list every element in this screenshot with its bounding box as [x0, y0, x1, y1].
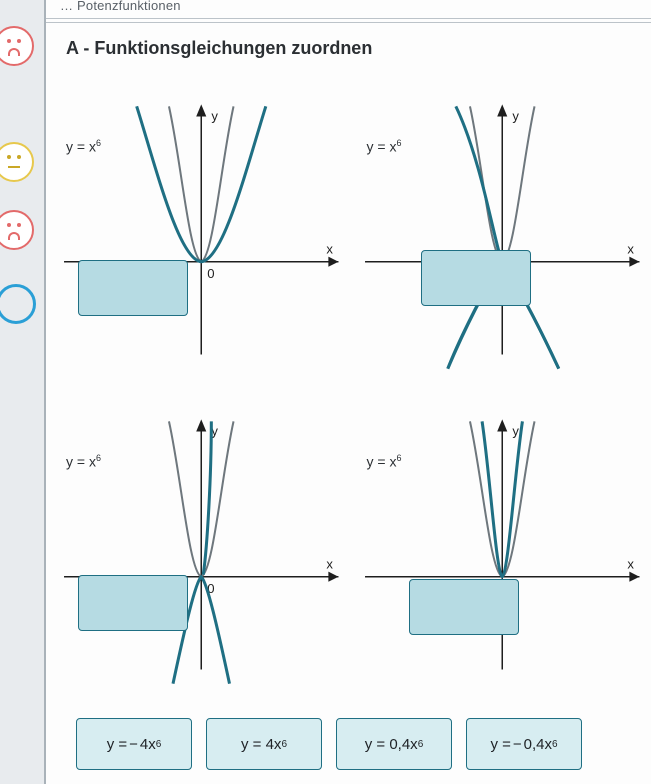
svg-text:x: x [627, 557, 634, 572]
chart-cell: y x 0 y = x6 [60, 90, 343, 383]
reference-equation-label: y = x6 [367, 138, 402, 155]
exercise-panel: … Potenzfunktionen A - Funktionsgleichun… [44, 0, 651, 784]
chart-cell: y x 0 y = x6 [361, 405, 644, 698]
equation-drop-slot[interactable] [78, 260, 188, 316]
progress-ring-icon[interactable] [0, 284, 36, 324]
divider [46, 22, 651, 23]
answer-chip[interactable]: y = −4x6 [76, 718, 192, 770]
svg-text:x: x [627, 242, 634, 257]
chart-plot: y x 0 [361, 90, 644, 383]
answer-chip[interactable]: y = −0,4x6 [466, 718, 582, 770]
reference-equation-label: y = x6 [367, 453, 402, 470]
svg-text:x: x [326, 557, 333, 572]
breadcrumb: … Potenzfunktionen [60, 0, 643, 13]
emoji-rail [0, 0, 44, 784]
exercise-title: A - Funktionsgleichungen zuordnen [66, 38, 372, 59]
answer-chip[interactable]: y = 0,4x6 [336, 718, 452, 770]
svg-text:0: 0 [207, 266, 214, 281]
chart-plot: y x 0 [60, 90, 343, 383]
chart-cell: y x 0 y = x6 [361, 90, 644, 383]
chart-plot: y x 0 [361, 405, 644, 698]
answer-row: y = −4x6 y = 4x6 y = 0,4x6 y = −0,4x6 [76, 718, 641, 770]
sad-face-icon[interactable] [0, 210, 34, 250]
svg-text:y: y [512, 108, 519, 123]
reference-equation-label: y = x6 [66, 138, 101, 155]
chart-plot: y x 0 [60, 405, 343, 698]
reference-equation-label: y = x6 [66, 453, 101, 470]
answer-chip[interactable]: y = 4x6 [206, 718, 322, 770]
svg-text:y: y [512, 423, 519, 438]
equation-drop-slot[interactable] [78, 575, 188, 631]
chart-cell: y x 0 y = x6 [60, 405, 343, 698]
chart-grid: y x 0 y = x6 y x 0 y = x6 y [60, 90, 643, 698]
divider [46, 18, 651, 19]
equation-drop-slot[interactable] [409, 579, 519, 635]
equation-drop-slot[interactable] [421, 250, 531, 306]
svg-text:y: y [211, 108, 218, 123]
svg-text:x: x [326, 242, 333, 257]
neutral-face-icon[interactable] [0, 142, 34, 182]
sad-face-icon[interactable] [0, 26, 34, 66]
